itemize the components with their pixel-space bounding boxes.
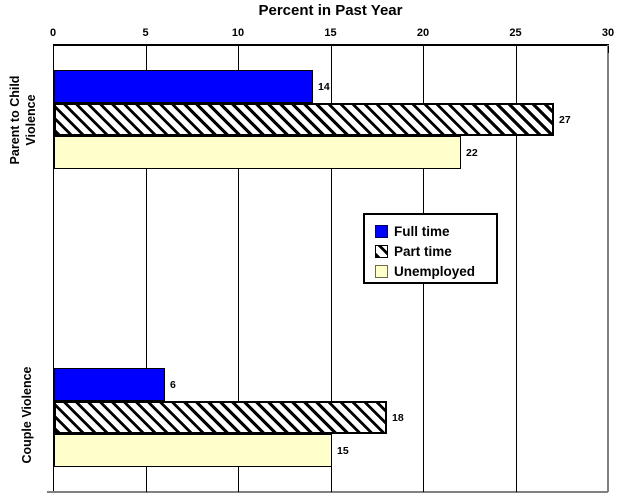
plot-border-bottom <box>47 491 608 493</box>
bar-full-time-1 <box>54 70 313 103</box>
category-axis-line <box>53 44 54 492</box>
x-tick-label: 15 <box>324 27 337 39</box>
vertical-gridline <box>145 45 147 492</box>
bar-unemployed-1 <box>54 136 461 169</box>
bar-value-label: 14 <box>318 80 330 93</box>
legend-entry-full-time: Full time <box>375 221 496 241</box>
x-tick-mark <box>53 46 54 53</box>
vertical-gridline <box>515 45 517 492</box>
x-tick-label: 5 <box>142 27 149 39</box>
legend-label: Full time <box>394 223 450 239</box>
vertical-gridline <box>330 45 332 492</box>
vertical-gridline <box>238 45 239 492</box>
bar-value-label: 22 <box>466 146 478 159</box>
bar-value-label: 15 <box>337 444 349 457</box>
legend-entry-part-time: Part time <box>375 241 496 261</box>
x-tick-label: 30 <box>601 27 615 39</box>
legend: Full time Part time Unemployed <box>363 213 498 284</box>
x-tick-label: 20 <box>416 27 430 39</box>
chart-title: Percent in Past Year <box>258 2 403 19</box>
bar-unemployed-2 <box>54 434 332 467</box>
category-axis-label: Parent to Child Violence <box>8 75 38 165</box>
x-tick-label: 10 <box>231 27 245 39</box>
bar-value-label: 27 <box>559 113 571 126</box>
full-time-swatch-icon <box>375 224 388 238</box>
legend-entry-unemployed: Unemployed <box>375 261 496 281</box>
legend-label: Unemployed <box>394 263 476 279</box>
plot-border-right <box>607 45 609 492</box>
legend-label: Part time <box>394 243 452 259</box>
x-tick-label: 0 <box>49 27 57 39</box>
bar-part-time-1 <box>54 103 554 136</box>
bar-part-time-2 <box>54 401 387 434</box>
part-time-swatch-icon <box>375 244 388 258</box>
bar-value-label: 6 <box>170 378 176 391</box>
bar-value-label: 18 <box>392 411 404 424</box>
x-tick-label: 25 <box>509 27 522 39</box>
bar-full-time-2 <box>54 368 165 401</box>
unemployed-swatch-icon <box>375 264 388 278</box>
category-axis-label: Couple Violence <box>20 366 34 464</box>
x-tick-mark <box>608 46 609 53</box>
